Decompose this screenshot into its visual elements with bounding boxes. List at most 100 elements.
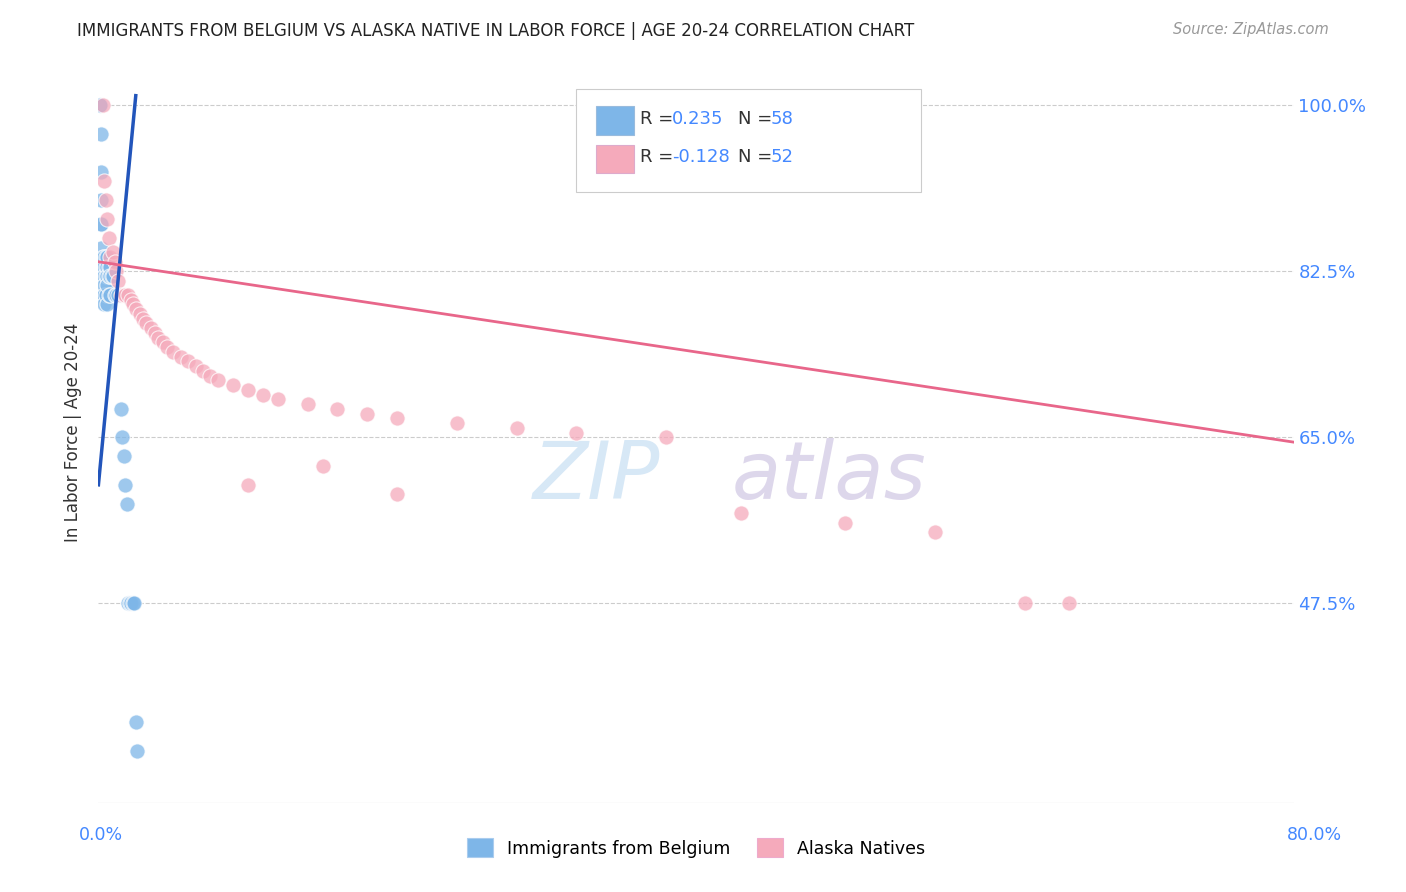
Point	[89, 98, 111, 112]
Point	[356, 407, 378, 421]
Point	[91, 250, 114, 264]
Point	[96, 260, 118, 274]
Point	[236, 383, 259, 397]
Text: 58: 58	[770, 110, 793, 128]
Point	[104, 288, 127, 302]
Point	[98, 250, 122, 264]
Point	[127, 743, 149, 757]
Text: IMMIGRANTS FROM BELGIUM VS ALASKA NATIVE IN LABOR FORCE | AGE 20-24 CORRELATION : IMMIGRANTS FROM BELGIUM VS ALASKA NATIVE…	[77, 22, 914, 40]
Text: atlas: atlas	[733, 438, 927, 516]
Point	[111, 430, 134, 444]
Point	[89, 98, 111, 112]
Point	[91, 268, 114, 283]
Point	[90, 164, 112, 178]
Text: R =: R =	[640, 148, 679, 166]
Point	[90, 127, 112, 141]
Point	[655, 430, 678, 444]
Legend: Immigrants from Belgium, Alaska Natives: Immigrants from Belgium, Alaska Natives	[460, 831, 932, 864]
Point	[101, 268, 124, 283]
Point	[125, 302, 148, 317]
Point	[1014, 597, 1036, 611]
Point	[200, 368, 222, 383]
Point	[297, 397, 319, 411]
Point	[89, 98, 111, 112]
Text: 0.0%: 0.0%	[79, 826, 124, 844]
Point	[94, 260, 117, 274]
Point	[207, 373, 229, 387]
Point	[222, 378, 245, 392]
Point	[94, 268, 117, 283]
Point	[96, 212, 118, 227]
Point	[118, 597, 141, 611]
Point	[89, 98, 111, 112]
Point	[121, 597, 143, 611]
Point	[91, 260, 114, 274]
Point	[124, 597, 146, 611]
Point	[120, 597, 142, 611]
Point	[89, 98, 111, 112]
Point	[90, 217, 112, 231]
Point	[91, 260, 114, 274]
Text: Source: ZipAtlas.com: Source: ZipAtlas.com	[1173, 22, 1329, 37]
Point	[96, 297, 118, 311]
Point	[91, 98, 114, 112]
Point	[152, 335, 174, 350]
Point	[97, 268, 120, 283]
Point	[93, 250, 115, 264]
Point	[97, 260, 120, 274]
Point	[90, 193, 112, 207]
Point	[94, 193, 117, 207]
Point	[114, 478, 136, 492]
Point	[730, 506, 752, 520]
Point	[148, 331, 170, 345]
Point	[93, 297, 115, 311]
Point	[98, 260, 122, 274]
Point	[252, 387, 274, 401]
Text: 0.235: 0.235	[672, 110, 724, 128]
Point	[112, 288, 135, 302]
Point	[834, 516, 856, 530]
Point	[89, 98, 111, 112]
Text: N =: N =	[738, 110, 778, 128]
Point	[311, 458, 333, 473]
Point	[97, 288, 120, 302]
Point	[177, 354, 200, 368]
Point	[93, 268, 115, 283]
Point	[96, 250, 118, 264]
Text: R =: R =	[640, 110, 679, 128]
Point	[94, 250, 117, 264]
Point	[114, 288, 136, 302]
Point	[385, 411, 409, 425]
Point	[89, 98, 111, 112]
Point	[96, 268, 118, 283]
Point	[98, 288, 122, 302]
Point	[924, 525, 946, 540]
Point	[98, 268, 122, 283]
Point	[162, 345, 184, 359]
Point	[446, 416, 468, 430]
Text: 80.0%: 80.0%	[1286, 826, 1343, 844]
Point	[96, 278, 118, 293]
Point	[191, 364, 214, 378]
Point	[103, 245, 125, 260]
Point	[506, 421, 529, 435]
Point	[90, 240, 112, 255]
Point	[112, 450, 135, 464]
Point	[93, 174, 115, 188]
Text: 52: 52	[770, 148, 793, 166]
Point	[110, 288, 132, 302]
Point	[385, 487, 409, 501]
Point	[90, 217, 112, 231]
Point	[89, 98, 111, 112]
Point	[105, 288, 128, 302]
Point	[107, 288, 129, 302]
Point	[107, 274, 129, 288]
Point	[94, 288, 117, 302]
Point	[117, 288, 139, 302]
Point	[169, 350, 191, 364]
Point	[89, 98, 111, 112]
Point	[565, 425, 588, 440]
Point	[104, 254, 127, 268]
Text: ZIP: ZIP	[533, 438, 661, 516]
Text: N =: N =	[738, 148, 778, 166]
